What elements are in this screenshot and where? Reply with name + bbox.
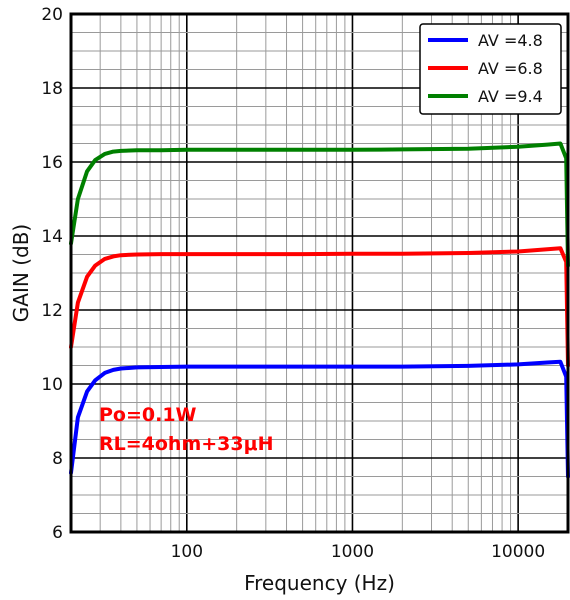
y-tick-label: 12 <box>41 301 63 321</box>
x-axis-label: Frequency (Hz) <box>244 571 395 595</box>
annotation-power: Po=0.1W <box>99 404 197 426</box>
tick-labels: 100 1000 10000 6 8 10 12 14 16 18 20 <box>41 5 545 562</box>
legend-label-1: AV =4.8 <box>478 31 543 50</box>
legend-label-2: AV =6.8 <box>478 59 543 78</box>
x-tick-label: 10000 <box>491 542 545 562</box>
y-axis-label: GAIN (dB) <box>9 224 33 322</box>
x-tick-label: 1000 <box>331 542 374 562</box>
y-tick-label: 20 <box>41 5 63 25</box>
plot-frame <box>69 12 570 534</box>
y-tick-label: 18 <box>41 79 63 99</box>
series-layer <box>69 141 570 479</box>
series-line-1 <box>69 359 570 479</box>
x-tick-label: 100 <box>171 542 203 562</box>
series-line-2 <box>69 246 570 368</box>
y-tick-label: 6 <box>52 523 63 543</box>
series-line-3 <box>69 141 570 268</box>
y-tick-label: 14 <box>41 227 63 247</box>
y-tick-label: 10 <box>41 375 63 395</box>
legend-label-3: AV =9.4 <box>478 87 543 106</box>
y-tick-label: 16 <box>41 153 63 173</box>
y-tick-label: 8 <box>52 449 63 469</box>
annotation-load: RL=4ohm+33μH <box>99 433 274 455</box>
legend-box <box>419 23 562 115</box>
legend: AV =4.8 AV =6.8 AV =9.4 <box>419 23 562 115</box>
